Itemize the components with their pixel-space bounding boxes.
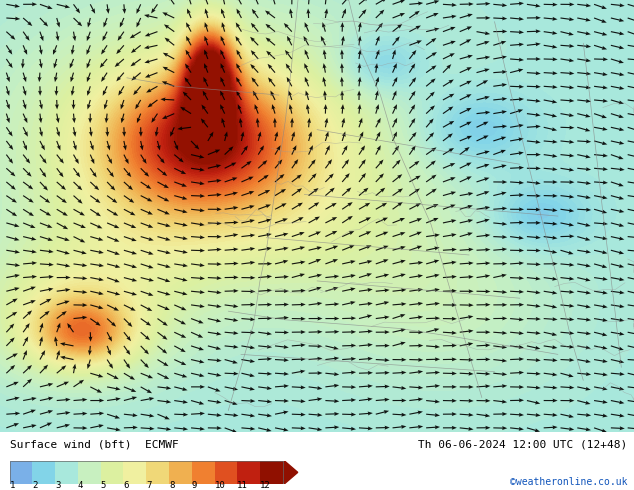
Text: Th 06-06-2024 12:00 UTC (12+48): Th 06-06-2024 12:00 UTC (12+48) [418,439,628,449]
Text: 11: 11 [237,481,248,490]
Bar [101,461,124,484]
Text: 12: 12 [260,481,271,490]
Bar [146,461,169,484]
Bar [237,461,260,484]
Text: 10: 10 [214,481,225,490]
Text: 3: 3 [55,481,60,490]
Text: Surface wind (bft)  ECMWF: Surface wind (bft) ECMWF [10,439,178,449]
Text: 6: 6 [124,481,129,490]
Text: ©weatheronline.co.uk: ©weatheronline.co.uk [510,477,628,487]
FancyArrow shape [283,461,298,484]
Text: 4: 4 [78,481,83,490]
Text: 5: 5 [101,481,106,490]
Bar [260,461,283,484]
Bar [214,461,237,484]
Text: 9: 9 [192,481,197,490]
Text: 1: 1 [10,481,15,490]
Bar [10,461,32,484]
Bar [55,461,78,484]
Bar [192,461,214,484]
Text: 2: 2 [32,481,37,490]
Bar [124,461,146,484]
Bar [78,461,101,484]
Bar [169,461,192,484]
Bar [32,461,55,484]
Text: 8: 8 [169,481,174,490]
Text: 7: 7 [146,481,152,490]
